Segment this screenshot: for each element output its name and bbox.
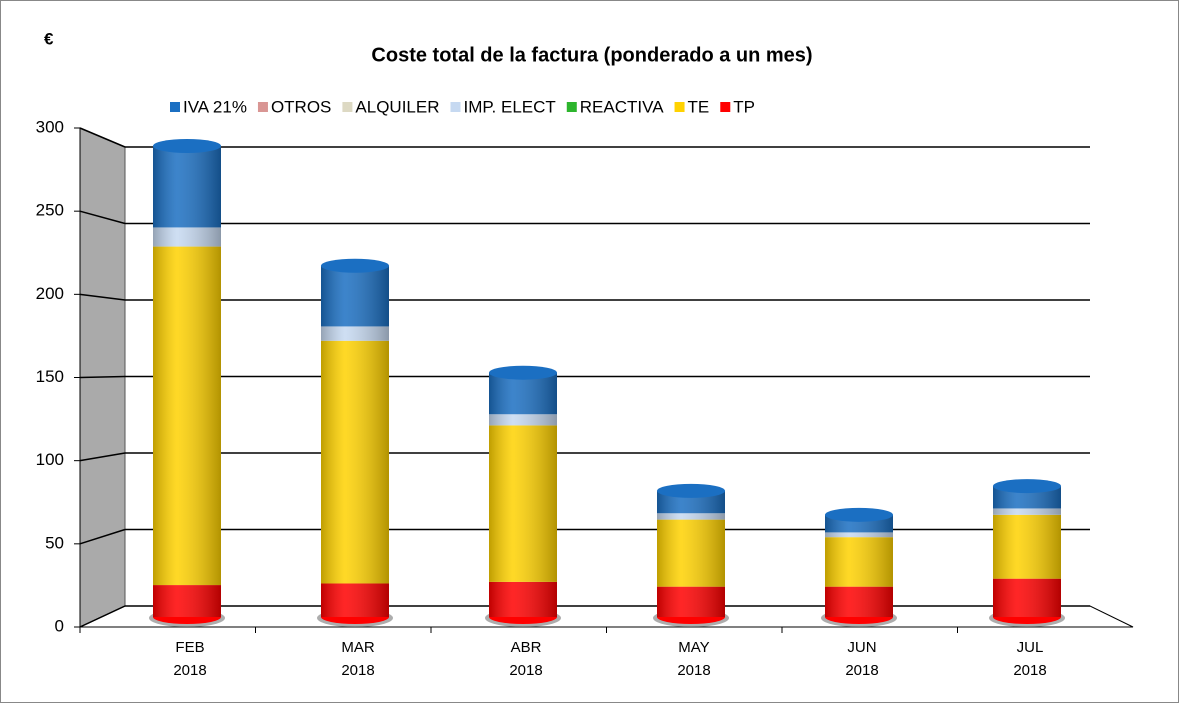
grid-line: [79, 210, 126, 225]
bar-cap: [825, 507, 893, 522]
y-tick-label: 50: [45, 533, 64, 552]
bar-cap: [657, 483, 725, 498]
bar-cap: [321, 258, 389, 273]
legend-label: TE: [688, 97, 710, 116]
legend-label: IVA 21%: [183, 97, 247, 116]
legend-label: REACTIVA: [580, 97, 664, 116]
bar-cap: [489, 365, 557, 380]
chart-title: Coste total de la factura (ponderado a u…: [371, 44, 812, 66]
y-tick-label: 250: [36, 201, 64, 220]
x-tick-label: FEB 2018: [173, 639, 207, 679]
grid-line: [79, 452, 126, 462]
x-tick-label: ABR 2018: [509, 639, 543, 679]
bar-shade: [993, 508, 1061, 515]
x-tick-label: MAR 2018: [341, 639, 375, 679]
bar-shade: [489, 425, 557, 582]
bar-shade: [657, 513, 725, 520]
bar-shade: [153, 227, 221, 247]
bar-shade: [321, 583, 389, 617]
legend-label: IMP. ELECT: [464, 97, 556, 116]
legend-swatch: [342, 102, 353, 112]
legend-label: OTROS: [271, 97, 331, 116]
legend-swatch: [566, 102, 577, 112]
bar-shade: [825, 532, 893, 538]
legend-swatch: [674, 102, 685, 112]
bar-shade: [657, 586, 725, 617]
bar-shade: [657, 519, 725, 587]
grid-line: [79, 605, 126, 628]
y-label: €: [44, 29, 54, 48]
bar-shade: [153, 145, 221, 228]
bar-cap: [153, 138, 221, 153]
bar-shade: [489, 581, 557, 617]
x-tick-label: MAY 2018: [677, 639, 711, 679]
x-tick-label: JUN 2018: [845, 639, 879, 679]
grid-line: [79, 375, 126, 379]
legend-swatch: [257, 102, 268, 112]
legend-swatch: [720, 102, 731, 112]
floor: [79, 605, 1134, 628]
y-tick-label: 100: [36, 450, 64, 469]
bar-shade: [489, 414, 557, 426]
y-tick-label: 200: [36, 284, 64, 303]
grid-line: [79, 127, 126, 148]
bar-shade: [153, 246, 221, 586]
grid-line: [79, 528, 126, 545]
grid-line: [79, 293, 126, 301]
bar-cap: [993, 479, 1061, 494]
x-tick-label: JUL 2018: [1013, 639, 1047, 679]
bar-shade: [321, 326, 389, 341]
y-tick-label: 150: [36, 367, 64, 386]
legend-label: ALQUILER: [355, 97, 439, 116]
bar-shade: [825, 537, 893, 587]
bar-shade: [321, 265, 389, 327]
bar-shade: [153, 585, 221, 617]
legend-swatch: [450, 102, 461, 112]
legend-label: TP: [733, 97, 755, 116]
bar-shade: [993, 578, 1061, 617]
y-tick-label: 300: [36, 117, 64, 136]
legend-swatch: [170, 102, 180, 112]
bar-shade: [321, 340, 389, 584]
bar-shade: [993, 514, 1061, 579]
bar-shade: [825, 586, 893, 617]
y-tick-label: 0: [55, 616, 64, 635]
